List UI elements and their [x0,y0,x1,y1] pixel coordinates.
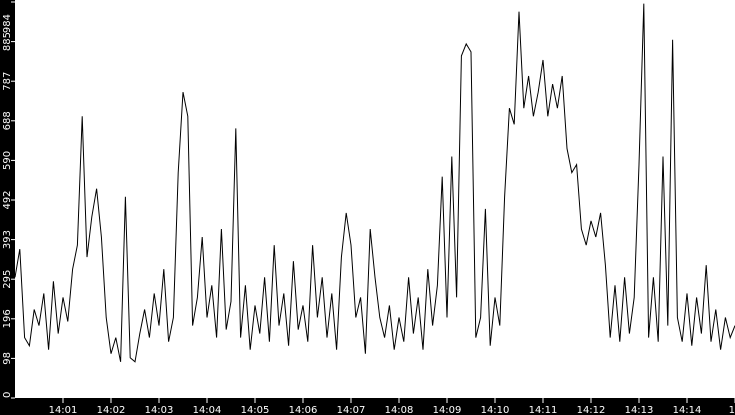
y-tick-label: 393 [2,230,13,249]
x-tick-label: 14:05 [241,405,270,415]
x-tick-label: 14:14 [673,405,702,415]
x-axis: 14:01 14:02 14:03 14:04 14:05 14:06 14:07 14:08… [49,398,735,415]
y-tick-label: 0 [2,392,13,398]
y-tick-label: 787 [2,72,13,91]
y-tick-label: 984 [2,14,13,33]
y-tick-label: 98 [2,352,13,365]
y-tick-label: 688 [2,111,13,130]
plot-area [15,0,735,398]
x-tick-label: 14:07 [337,405,366,415]
x-tick-label: 14:11 [529,405,558,415]
x-tick-label: 14:12 [577,405,606,415]
x-tick-label: 14:02 [97,405,126,415]
y-tick-label: 196 [2,309,13,328]
x-tick-label: 14:10 [481,405,510,415]
x-tick-label: 14:03 [145,405,174,415]
x-tick-label: 14:01 [49,405,78,415]
x-tick-label: 14:09 [433,405,462,415]
y-tick-label: 492 [2,190,13,209]
x-tick-label: 14:04 [193,405,222,415]
x-tick-label: 14 [729,405,735,415]
y-tick-label: 295 [2,270,13,289]
series-line [14,3,735,363]
x-tick-label: 14:13 [625,405,654,415]
x-tick-label: 14:08 [385,405,414,415]
y-tick-label: 885 [2,32,13,51]
x-tick-label: 14:06 [289,405,318,415]
y-tick-label: 590 [2,151,13,170]
